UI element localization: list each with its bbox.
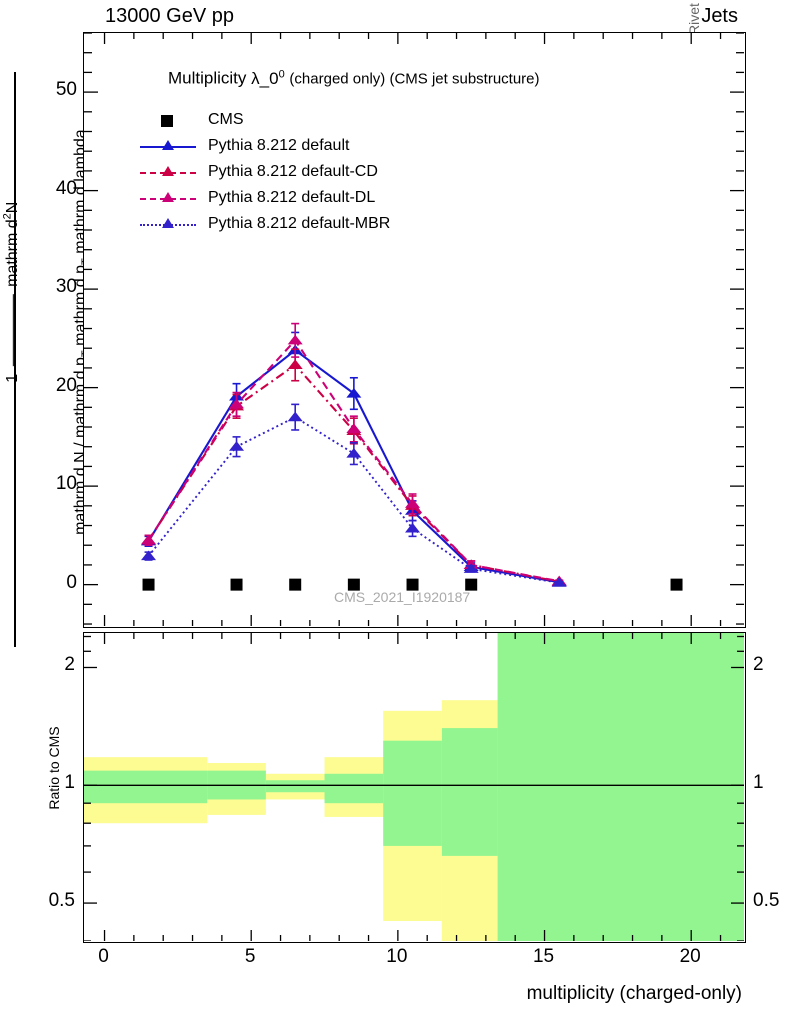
header-analysis-label: Jets: [701, 5, 738, 27]
legend-key: [140, 186, 196, 212]
y-tick-label-50: 50: [55, 79, 77, 101]
y-axis-fraction-rule: [12, 294, 14, 367]
triangle-marker: [346, 423, 362, 434]
triangle-marker: [346, 387, 362, 398]
series-cms: [142, 578, 683, 591]
y-tick-label-20: 20: [55, 374, 77, 396]
ratio-tick-label-right-0.5: 0.5: [753, 890, 780, 912]
cms-data-marker: [289, 578, 302, 591]
y-tick-label-40: 40: [55, 177, 77, 199]
legend-key: [140, 160, 196, 186]
fraction-bar: [14, 72, 16, 647]
legend-key: [140, 134, 196, 160]
triangle-marker: [287, 359, 303, 370]
triangle-marker: [229, 398, 245, 409]
ratio-tick-label-left-2: 2: [64, 654, 75, 676]
x-tick-label-15: 15: [532, 946, 555, 967]
x-tick-label-10: 10: [386, 946, 408, 967]
y-axis-label-one: 1: [4, 373, 22, 383]
x-tick-label-0: 0: [98, 946, 109, 967]
legend-key: [140, 212, 196, 238]
cms-data-marker: [230, 578, 243, 591]
data-series: [141, 322, 683, 591]
legend-key: [140, 108, 196, 134]
triangle-marker: [551, 577, 567, 587]
inner-band: [441, 728, 498, 856]
x-tick-label-5: 5: [244, 946, 256, 967]
series-pythia-8-212-default-mbr: [141, 403, 567, 587]
legend-item-label: Pythia 8.212 default-MBR: [208, 215, 391, 232]
legend-triangle-marker: [162, 218, 174, 228]
ratio-tick-label-left-1: 1: [64, 772, 75, 794]
cms-data-marker: [406, 578, 419, 591]
inner-band: [324, 773, 384, 804]
legend-triangle-marker: [162, 192, 174, 202]
legend-item-label: Pythia 8.212 default-CD: [208, 163, 378, 180]
main-plot-svg: [84, 33, 744, 626]
ratio-tick-label-left-0.5: 0.5: [48, 890, 75, 912]
ratio-tick-label-right-2: 2: [753, 654, 764, 676]
cms-data-marker: [142, 578, 155, 591]
triangle-marker: [405, 498, 421, 508]
y-axis-label-dn: mathrm d2N: [1, 201, 22, 287]
y-tick-label-0: 0: [66, 571, 77, 593]
ratio-plot-svg: [84, 633, 744, 941]
ratio-axis-ticks: [84, 633, 744, 941]
plot-title-main: Multiplicity: [168, 68, 247, 88]
header-beam-label: 13000 GeV pp: [105, 5, 234, 27]
inner-band: [497, 633, 744, 941]
inner-band: [383, 740, 442, 846]
legend-triangle-marker: [162, 166, 174, 176]
main-plot-panel: [83, 32, 746, 628]
cms-data-marker: [670, 578, 683, 591]
triangle-marker: [463, 563, 479, 573]
triangle-marker: [287, 411, 303, 422]
legend-triangle-marker: [162, 140, 174, 150]
x-axis-label: multiplicity (charged-only): [526, 983, 742, 1004]
y-tick-label-10: 10: [55, 473, 77, 495]
inner-band: [84, 770, 208, 804]
inner-band: [265, 780, 325, 793]
ratio-plot-panel: [83, 632, 746, 943]
plot-title: Multiplicity λ_00 (charged only) (CMS je…: [168, 68, 540, 89]
uncertainty-bands: [84, 633, 744, 941]
legend-item-label: Pythia 8.212 default: [208, 137, 350, 154]
plot-title-lambda: λ_00: [251, 68, 285, 88]
main-axis-ticks: [84, 33, 744, 626]
plot-title-tail: (charged only) (CMS jet substructure): [289, 70, 540, 88]
triangle-marker: [141, 550, 157, 561]
analysis-watermark: CMS_2021_I1920187: [334, 589, 471, 605]
ratio-axis-label: Ratio to CMS: [46, 726, 62, 810]
y-axis-label-numerator: 1 mathrm d2N: [2, 192, 22, 392]
y-tick-label-30: 30: [55, 276, 77, 298]
triangle-marker: [229, 441, 245, 451]
triangle-marker: [287, 334, 303, 345]
legend-square-marker: [161, 115, 173, 127]
triangle-marker: [141, 534, 157, 545]
cms-data-marker: [465, 578, 478, 591]
y-axis-label: 1 mathrm d2N mathrm d N / mathrm d pT ma…: [0, 32, 92, 647]
triangle-marker: [346, 448, 362, 458]
cms-data-marker: [347, 578, 360, 591]
legend-item-label: Pythia 8.212 default-DL: [208, 189, 376, 206]
ratio-tick-label-right-1: 1: [753, 772, 764, 794]
triangle-marker: [405, 522, 421, 533]
x-tick-label-20: 20: [679, 946, 701, 967]
legend-item-label: CMS: [208, 111, 244, 128]
